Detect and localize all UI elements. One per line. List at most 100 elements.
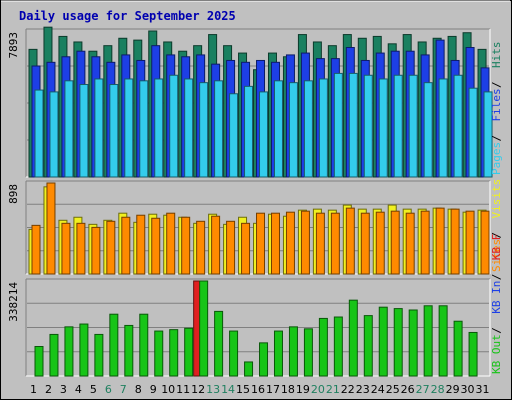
bar-traffic-kb-out-day-27 xyxy=(423,305,433,377)
bar-requests-pages-day-25 xyxy=(393,74,403,178)
legend-requests-pages: Pages xyxy=(490,142,503,175)
x-tick-day-23: 23 xyxy=(356,383,370,396)
bar-visits-sites-day-4 xyxy=(76,222,86,275)
legend-separator-visits-1: / xyxy=(490,232,503,239)
bar-visits-sites-day-11 xyxy=(181,216,191,275)
bar-requests-pages-day-2 xyxy=(49,91,59,178)
bar-requests-pages-day-30 xyxy=(468,87,478,178)
bar-visits-sites-day-21 xyxy=(330,212,340,275)
bar-traffic-kb-out-day-15 xyxy=(244,361,254,377)
bar-visits-sites-day-31 xyxy=(480,210,490,275)
bar-traffic-kb-out-day-5 xyxy=(94,333,104,377)
legend-separator-traffic-1: / xyxy=(490,327,503,334)
bar-visits-sites-day-12 xyxy=(196,220,206,275)
x-tick-day-3: 3 xyxy=(60,383,67,396)
bar-visits-sites-day-22 xyxy=(345,207,355,275)
bar-requests-pages-day-27 xyxy=(423,82,433,178)
bar-requests-pages-day-7 xyxy=(124,78,134,178)
bar-requests-pages-day-6 xyxy=(109,84,119,178)
bar-traffic-kb-out-day-30 xyxy=(468,331,478,377)
bar-visits-sites-day-8 xyxy=(136,214,146,275)
bar-traffic-kb-out-day-19 xyxy=(303,328,313,377)
bar-traffic-kb-out-day-11 xyxy=(184,327,194,377)
bar-traffic-kb-out-day-10 xyxy=(169,329,179,377)
bar-traffic-kb-out-day-23 xyxy=(363,315,373,377)
bar-visits-sites-day-27 xyxy=(420,210,430,275)
bar-requests-pages-day-12 xyxy=(199,82,209,178)
y-max-label-visits: 898 xyxy=(7,184,20,204)
bar-requests-pages-day-18 xyxy=(288,82,298,178)
bar-requests-pages-day-10 xyxy=(169,74,179,178)
bar-requests-pages-day-4 xyxy=(79,84,89,178)
x-tick-day-1: 1 xyxy=(30,383,37,396)
panel-requests: 7893 Pages / Files / Hits xyxy=(7,26,503,178)
bar-requests-pages-day-29 xyxy=(453,74,463,178)
x-tick-day-27: 27 xyxy=(416,383,430,396)
bar-requests-pages-day-14 xyxy=(229,93,239,178)
bar-requests-pages-day-19 xyxy=(303,80,313,178)
chart-panels: 7893 Pages / Files / Hits 898 Sites / Visit… xyxy=(7,26,503,377)
bar-requests-pages-day-23 xyxy=(363,74,373,178)
bar-requests-pages-day-17 xyxy=(273,80,283,178)
x-tick-day-4: 4 xyxy=(75,383,82,396)
bar-visits-sites-day-5 xyxy=(91,226,101,275)
x-tick-day-21: 21 xyxy=(326,383,340,396)
bar-visits-sites-day-16 xyxy=(256,212,266,275)
x-tick-day-5: 5 xyxy=(90,383,97,396)
bar-traffic-kb-out-day-26 xyxy=(408,309,418,377)
bar-requests-pages-day-31 xyxy=(483,91,493,178)
bar-visits-sites-day-3 xyxy=(61,222,71,275)
bar-traffic-kb-out-day-25 xyxy=(393,308,403,377)
legend-separator-requests-1: / xyxy=(490,135,503,142)
bar-traffic-kb-out-day-22 xyxy=(348,299,358,377)
bar-traffic-kb-out-day-16 xyxy=(259,342,269,377)
bar-visits-sites-day-29 xyxy=(450,208,460,275)
panel-visits: 898 Sites / Visits xyxy=(7,179,503,275)
bar-requests-pages-day-15 xyxy=(244,85,254,178)
bar-visits-sites-day-26 xyxy=(405,212,415,275)
x-tick-day-31: 31 xyxy=(476,383,490,396)
x-tick-day-30: 30 xyxy=(461,383,475,396)
bar-visits-sites-day-20 xyxy=(315,212,325,275)
x-tick-day-28: 28 xyxy=(431,383,445,396)
bar-traffic-kb-out-day-17 xyxy=(273,330,283,377)
x-tick-day-19: 19 xyxy=(296,383,310,396)
y-max-label-requests: 7893 xyxy=(7,32,20,59)
legend-traffic-kb-out: KB Out xyxy=(490,334,503,374)
x-tick-day-29: 29 xyxy=(446,383,460,396)
legend-separator-requests-2: / xyxy=(490,81,503,88)
bar-traffic-kb-out-day-8 xyxy=(139,313,149,377)
x-tick-day-26: 26 xyxy=(401,383,415,396)
bar-visits-sites-day-25 xyxy=(390,210,400,275)
x-tick-day-9: 9 xyxy=(150,383,157,396)
x-tick-day-22: 22 xyxy=(341,383,355,396)
bar-requests-pages-day-21 xyxy=(333,72,343,178)
x-tick-day-20: 20 xyxy=(311,383,325,396)
legend-traffic-kb-f: KB F xyxy=(490,234,503,261)
x-tick-day-7: 7 xyxy=(120,383,127,396)
legend-requests-hits: Hits xyxy=(490,42,503,69)
y-max-label-traffic: 338214 xyxy=(7,282,20,322)
bar-traffic-kb-out-day-29 xyxy=(453,320,463,377)
x-tick-day-8: 8 xyxy=(135,383,142,396)
legend-traffic-kb-in: KB In xyxy=(490,281,503,314)
bar-visits-sites-day-19 xyxy=(300,210,310,275)
bar-visits-sites-day-6 xyxy=(106,220,116,275)
bar-traffic-kb-out-day-12 xyxy=(199,280,209,377)
bar-traffic-kb-out-day-2 xyxy=(49,333,59,377)
bar-visits-sites-day-15 xyxy=(241,222,251,275)
bar-requests-pages-day-28 xyxy=(438,78,448,178)
bar-requests-pages-day-24 xyxy=(378,78,388,178)
bar-visits-sites-day-30 xyxy=(465,210,475,275)
bar-requests-pages-day-3 xyxy=(64,80,74,178)
bar-visits-sites-day-10 xyxy=(166,212,176,275)
legend-separator-traffic-2: / xyxy=(490,274,503,281)
bar-visits-sites-day-17 xyxy=(270,212,280,275)
x-tick-day-16: 16 xyxy=(251,383,265,396)
bar-visits-sites-day-9 xyxy=(151,217,161,275)
x-tick-day-2: 2 xyxy=(45,383,52,396)
legend-visits-sites: Sites xyxy=(490,239,503,272)
legend-requests-files: Files xyxy=(490,88,503,121)
bar-requests-pages-day-22 xyxy=(348,72,358,178)
